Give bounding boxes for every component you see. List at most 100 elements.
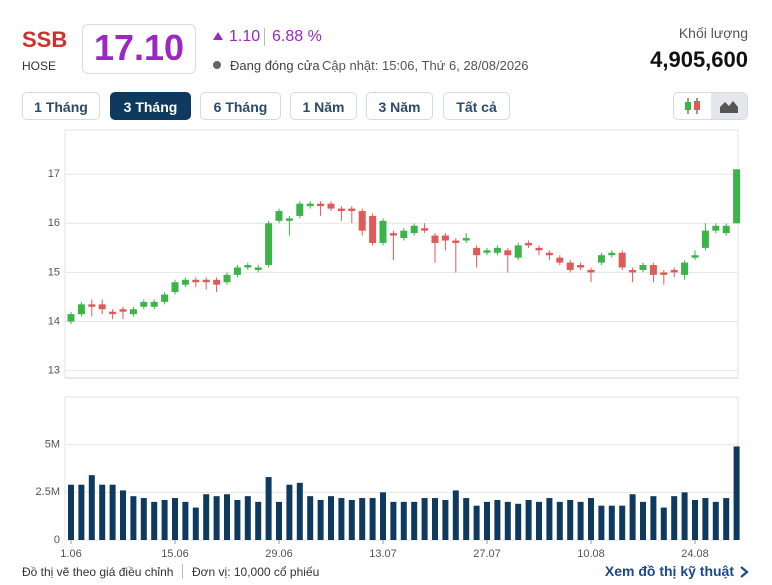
volume-bar xyxy=(78,484,85,540)
range-button[interactable]: 1 Tháng xyxy=(22,92,100,120)
candle-body xyxy=(410,225,418,234)
candle-body xyxy=(285,218,293,221)
candle-body xyxy=(192,279,200,283)
y-tick-label: 0 xyxy=(54,534,60,546)
area-icon[interactable] xyxy=(719,98,739,114)
candle-body xyxy=(369,215,377,243)
y-tick-label: 2.5M xyxy=(36,486,60,498)
volume-bar xyxy=(556,501,563,540)
volume-bar xyxy=(255,501,262,540)
candle-body xyxy=(545,252,553,256)
chart-type-toggle[interactable] xyxy=(673,92,748,120)
range-button[interactable]: 1 Năm xyxy=(290,92,357,120)
x-tick-label: 10.08 xyxy=(577,548,605,560)
price: 17.10 xyxy=(93,27,185,68)
x-tick-label: 29.06 xyxy=(265,548,293,560)
candle-body xyxy=(119,309,127,312)
candle-body xyxy=(202,279,210,283)
volume-bar xyxy=(484,501,490,540)
x-tick-label: 1.06 xyxy=(60,548,81,560)
candle-body xyxy=(244,265,252,268)
volume-bar xyxy=(390,501,397,540)
candle-body xyxy=(275,211,283,221)
candle-body xyxy=(649,265,657,275)
volume-bar xyxy=(276,501,282,540)
volume-bar xyxy=(504,501,511,540)
volume-bar xyxy=(130,496,137,540)
candle-body xyxy=(681,262,689,275)
candle-body xyxy=(452,240,460,243)
volume-bar xyxy=(494,499,501,540)
candle-body xyxy=(213,279,221,285)
candle-body xyxy=(296,203,304,216)
range-button[interactable]: 3 Năm xyxy=(366,92,433,120)
chevron[interactable] xyxy=(738,565,750,579)
candle-body xyxy=(109,311,117,315)
volume-bar xyxy=(172,498,178,540)
range-button[interactable]: 3 Tháng xyxy=(110,92,191,120)
volume-bar xyxy=(192,507,199,540)
candle-body xyxy=(493,247,501,253)
candle-body xyxy=(462,238,470,241)
range-button[interactable]: 6 Tháng xyxy=(200,92,281,120)
volume-bar xyxy=(213,496,220,540)
candle-icon[interactable] xyxy=(682,97,702,115)
candle-body xyxy=(535,247,543,251)
y-tick-label: 13 xyxy=(48,365,60,377)
candle-body xyxy=(140,301,148,307)
volume-bar xyxy=(369,498,376,540)
volume-bar xyxy=(411,501,418,540)
y-tick-label: 15 xyxy=(48,266,60,278)
volume-bar xyxy=(328,496,334,540)
volume-bar xyxy=(567,499,574,540)
candle-body xyxy=(327,203,335,209)
candle-body xyxy=(483,250,491,253)
candle-body xyxy=(473,247,481,256)
candle-body xyxy=(587,269,595,273)
candle-body xyxy=(566,262,574,270)
volume-bar xyxy=(733,446,740,540)
volume-bar xyxy=(515,503,522,540)
candle-body xyxy=(150,301,158,307)
candle-body xyxy=(670,269,678,273)
volume-bar xyxy=(525,499,532,540)
volume-bar xyxy=(203,494,210,540)
x-tick-label: 27.07 xyxy=(473,548,501,560)
volume-bar xyxy=(140,498,147,540)
volume-bar xyxy=(536,501,542,540)
volume-bar xyxy=(359,498,366,540)
candle-body xyxy=(421,228,429,231)
candle-body xyxy=(358,211,366,231)
volume-bar xyxy=(99,484,106,540)
footer-note: Đồ thị vẽ theo giá điều chỉnh xyxy=(22,565,174,579)
candle-body xyxy=(77,304,85,315)
candle-body xyxy=(88,304,96,307)
candle-body xyxy=(639,265,647,270)
candle-body xyxy=(441,235,449,241)
volume-bar xyxy=(296,482,303,540)
candle-body xyxy=(171,282,179,293)
candle-body xyxy=(577,265,585,268)
candle-body xyxy=(514,245,522,258)
range-button[interactable]: Tất cả xyxy=(443,92,510,120)
candle-body xyxy=(701,230,709,248)
volume-bar xyxy=(681,492,688,540)
candle-body xyxy=(254,267,262,270)
technical-link[interactable]: Xem đồ thị kỹ thuật xyxy=(604,563,734,579)
separator xyxy=(182,564,183,579)
volume-bar xyxy=(712,501,719,540)
volume-bar xyxy=(380,492,386,540)
candle-body xyxy=(337,208,345,212)
volume-bar xyxy=(577,501,584,540)
volume-bar xyxy=(151,501,158,540)
status-dot xyxy=(213,61,221,69)
y-tick-label: 17 xyxy=(48,168,60,180)
volume-bar xyxy=(660,507,667,540)
volume-bar xyxy=(463,498,470,540)
change: 1.10 xyxy=(229,28,261,45)
chart: 13 14 15 16 17 0 2.5M 5M 1.06 15.06 29.06 13.07 27.0… xyxy=(36,129,741,560)
volume-bar xyxy=(452,490,459,540)
change-pct: 6.88 % xyxy=(272,28,322,45)
volume-bar xyxy=(588,498,594,540)
